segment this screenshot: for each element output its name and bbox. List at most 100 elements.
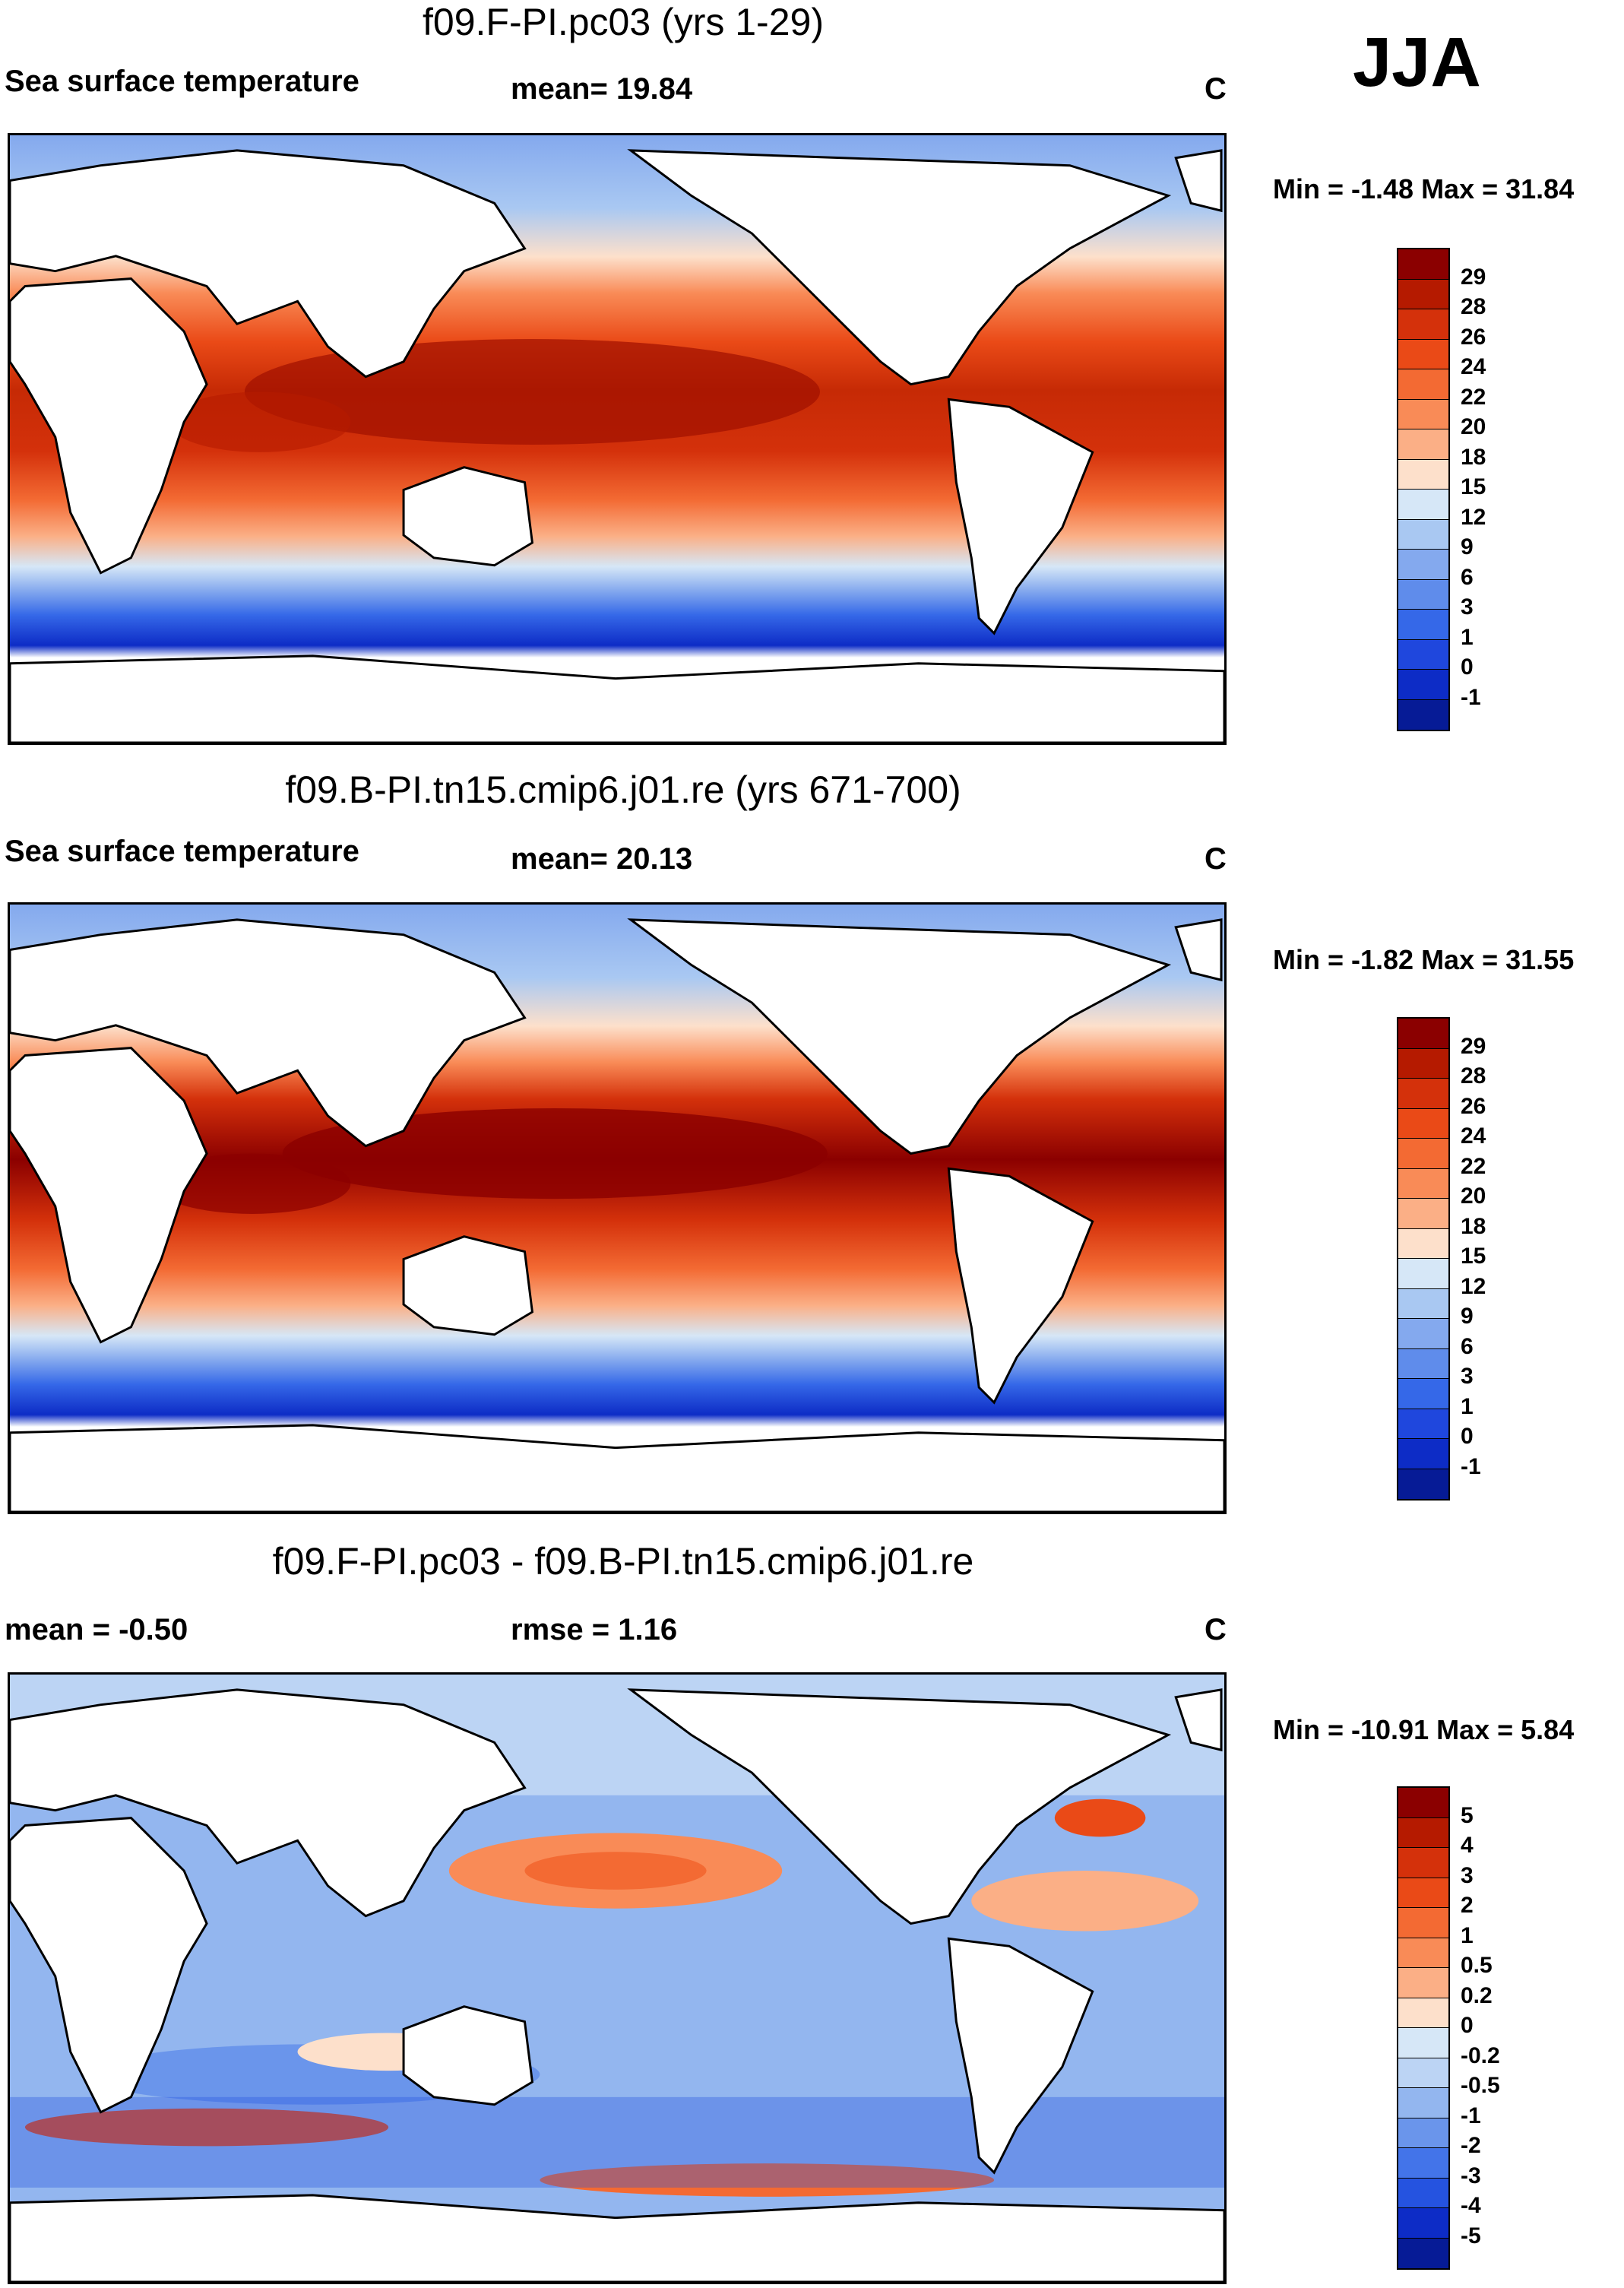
colorbar-swatch [1398, 2028, 1448, 2058]
colorbar-swatch [1398, 519, 1448, 550]
panel2-colorbar [1397, 1017, 1450, 1501]
colorbar-swatch [1398, 1938, 1448, 1968]
colorbar-swatch [1398, 670, 1448, 700]
colorbar-swatch [1398, 1108, 1448, 1139]
colorbar-swatch [1398, 490, 1448, 520]
colorbar-tick-label: -1 [1461, 684, 1481, 710]
colorbar-tick-label: 1 [1461, 624, 1474, 650]
colorbar-swatch [1398, 1048, 1448, 1079]
colorbar-swatch [1398, 1319, 1448, 1349]
panel1-colorbar [1397, 248, 1450, 731]
colorbar-swatch [1398, 1788, 1448, 1818]
colorbar-tick-label: 20 [1461, 414, 1486, 439]
colorbar-swatch [1398, 369, 1448, 400]
colorbar-tick-label: 15 [1461, 474, 1486, 499]
panel2-units-label: C [1205, 842, 1227, 876]
panel2-mean-label: mean= 20.13 [511, 842, 693, 876]
panel3-units-label: C [1205, 1613, 1227, 1646]
colorbar-swatch [1398, 1259, 1448, 1289]
panel1-minmax: Min = -1.48 Max = 31.84 [1273, 173, 1575, 204]
colorbar-tick-label: 12 [1461, 504, 1486, 530]
colorbar-tick-label: 12 [1461, 1273, 1486, 1299]
colorbar-tick-label: 2 [1461, 1893, 1474, 1918]
panel2-variable-label: Sea surface temperature [5, 835, 359, 868]
colorbar-tick-label: 9 [1461, 1304, 1474, 1329]
colorbar-swatch [1398, 1908, 1448, 1938]
season-label: JJA [1353, 24, 1481, 101]
colorbar-tick-label: 28 [1461, 294, 1486, 319]
colorbar-tick-label: 0.2 [1461, 1982, 1493, 2008]
colorbar-swatch [1398, 399, 1448, 429]
colorbar-tick-label: 9 [1461, 534, 1474, 559]
panel3-minmax: Min = -10.91 Max = 5.84 [1273, 1714, 1575, 1745]
colorbar-tick-label: 3 [1461, 1364, 1474, 1389]
panel1-title: f09.F-PI.pc03 (yrs 1-29) [423, 1, 824, 43]
colorbar-swatch [1398, 2238, 1448, 2268]
colorbar-tick-label: 0 [1461, 1424, 1474, 1449]
colorbar-tick-label: 0 [1461, 654, 1474, 680]
colorbar-swatch [1398, 1079, 1448, 1109]
panel1-units-label: C [1205, 72, 1227, 106]
colorbar-swatch [1398, 2088, 1448, 2118]
colorbar-swatch [1398, 279, 1448, 309]
colorbar-swatch [1398, 579, 1448, 610]
colorbar-tick-label: -2 [1461, 2133, 1481, 2158]
colorbar-swatch [1398, 1228, 1448, 1259]
colorbar-tick-label: 5 [1461, 1802, 1474, 1828]
panel1-map [8, 133, 1227, 745]
colorbar-tick-label: 26 [1461, 324, 1486, 350]
colorbar-swatch [1398, 639, 1448, 670]
panel1-mean-label: mean= 19.84 [511, 72, 693, 106]
colorbar-swatch [1398, 459, 1448, 490]
colorbar-swatch [1398, 429, 1448, 460]
colorbar-swatch [1398, 610, 1448, 640]
colorbar-swatch [1398, 1168, 1448, 1199]
colorbar-swatch [1398, 550, 1448, 580]
colorbar-tick-label: -0.5 [1461, 2073, 1500, 2098]
colorbar-tick-label: -5 [1461, 2223, 1481, 2248]
colorbar-tick-label: -3 [1461, 2163, 1481, 2188]
colorbar-swatch [1398, 2148, 1448, 2179]
colorbar-swatch [1398, 1848, 1448, 1878]
colorbar-tick-label: 26 [1461, 1093, 1486, 1119]
panel3-map-svg [10, 1675, 1224, 2282]
panel2-map [8, 902, 1227, 1514]
colorbar-tick-label: 24 [1461, 354, 1486, 379]
colorbar-swatch [1398, 699, 1448, 730]
colorbar-tick-label: -1 [1461, 2103, 1481, 2128]
colorbar-swatch [1398, 1817, 1448, 1848]
panel3-title: f09.F-PI.pc03 - f09.B-PI.tn15.cmip6.j01.… [272, 1540, 974, 1583]
colorbar-tick-label: 22 [1461, 384, 1486, 410]
colorbar-swatch [1398, 2178, 1448, 2208]
colorbar-tick-label: 4 [1461, 1833, 1474, 1858]
colorbar-swatch [1398, 2058, 1448, 2088]
panel2-map-svg [10, 905, 1224, 1512]
colorbar-tick-label: 1 [1461, 1922, 1474, 1948]
panel2-title: f09.B-PI.tn15.cmip6.j01.re (yrs 671-700) [285, 768, 961, 811]
colorbar-swatch [1398, 1469, 1448, 1499]
colorbar-swatch [1398, 1348, 1448, 1379]
colorbar-tick-label: 0 [1461, 2013, 1474, 2038]
panel1-variable-label: Sea surface temperature [5, 65, 359, 98]
colorbar-swatch [1398, 339, 1448, 369]
colorbar-tick-label: 18 [1461, 444, 1486, 470]
colorbar-tick-label: 3 [1461, 1862, 1474, 1888]
colorbar-tick-label: -1 [1461, 1453, 1481, 1479]
colorbar-swatch [1398, 1409, 1448, 1439]
colorbar-swatch [1398, 1968, 1448, 1998]
colorbar-swatch [1398, 1878, 1448, 1908]
panel1-map-svg [10, 135, 1224, 743]
colorbar-swatch [1398, 1139, 1448, 1169]
panel2-minmax: Min = -1.82 Max = 31.55 [1273, 944, 1575, 975]
colorbar-swatch [1398, 1998, 1448, 2028]
colorbar-tick-label: 29 [1461, 1033, 1486, 1059]
colorbar-swatch [1398, 1439, 1448, 1469]
colorbar-tick-label: 22 [1461, 1153, 1486, 1179]
colorbar-tick-label: -4 [1461, 2193, 1481, 2218]
colorbar-swatch [1398, 309, 1448, 340]
colorbar-tick-label: 0.5 [1461, 1953, 1493, 1978]
colorbar-tick-label: 1 [1461, 1393, 1474, 1419]
colorbar-swatch [1398, 249, 1448, 280]
colorbar-swatch [1398, 1288, 1448, 1319]
colorbar-tick-label: 29 [1461, 264, 1486, 290]
